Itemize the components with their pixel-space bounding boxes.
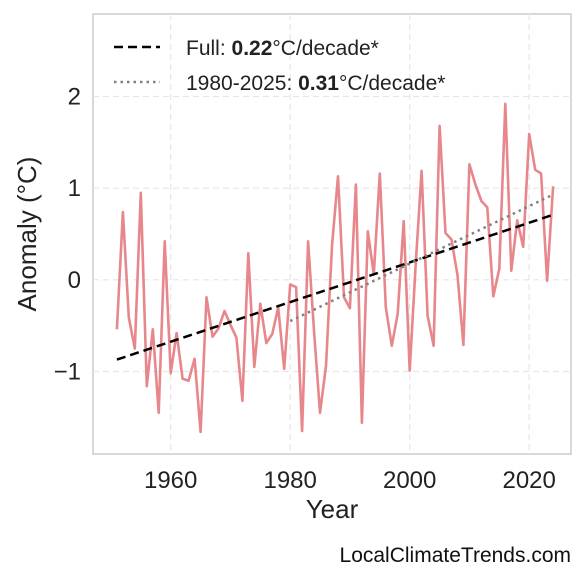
tick-labels: 1960 1980 2000 2020 −1 0 1 2 xyxy=(54,84,556,495)
legend-recent-colon: : xyxy=(286,72,298,95)
series-group xyxy=(115,102,555,434)
x-tick-label: 1960 xyxy=(144,467,197,494)
x-tick-label: 2020 xyxy=(502,467,555,494)
y-tick-label: 1 xyxy=(68,175,81,202)
y-tick-label: 2 xyxy=(68,84,81,111)
legend-full-rate: 0.22 xyxy=(232,37,273,60)
legend-entry-recent: 1980-2025: 0.31°C/decade* xyxy=(186,72,445,95)
y-tick-label: 0 xyxy=(68,267,81,294)
legend-full-unit: °C/decade* xyxy=(272,37,378,60)
full-trend-line xyxy=(116,213,554,361)
legend-recent-unit: °C/decade* xyxy=(339,72,445,95)
x-tick-label: 1980 xyxy=(263,467,316,494)
watermark: LocalClimateTrends.com xyxy=(339,544,571,567)
legend-entry-full: Full: 0.22°C/decade* xyxy=(186,37,379,60)
x-axis-label: Year xyxy=(306,494,359,524)
legend-recent-name: 1980-2025 xyxy=(186,72,286,95)
gridlines xyxy=(93,14,571,454)
anomaly-line xyxy=(115,102,555,434)
legend-full-colon: : xyxy=(220,37,232,60)
y-tick-label: −1 xyxy=(54,359,81,386)
legend: Full: 0.22°C/decade* 1980-2025: 0.31°C/d… xyxy=(114,37,445,95)
y-axis-label: Anomaly (°C) xyxy=(12,157,42,312)
legend-recent-rate: 0.31 xyxy=(298,72,339,95)
x-tick-label: 2000 xyxy=(383,467,436,494)
legend-full-name: Full xyxy=(186,37,220,60)
